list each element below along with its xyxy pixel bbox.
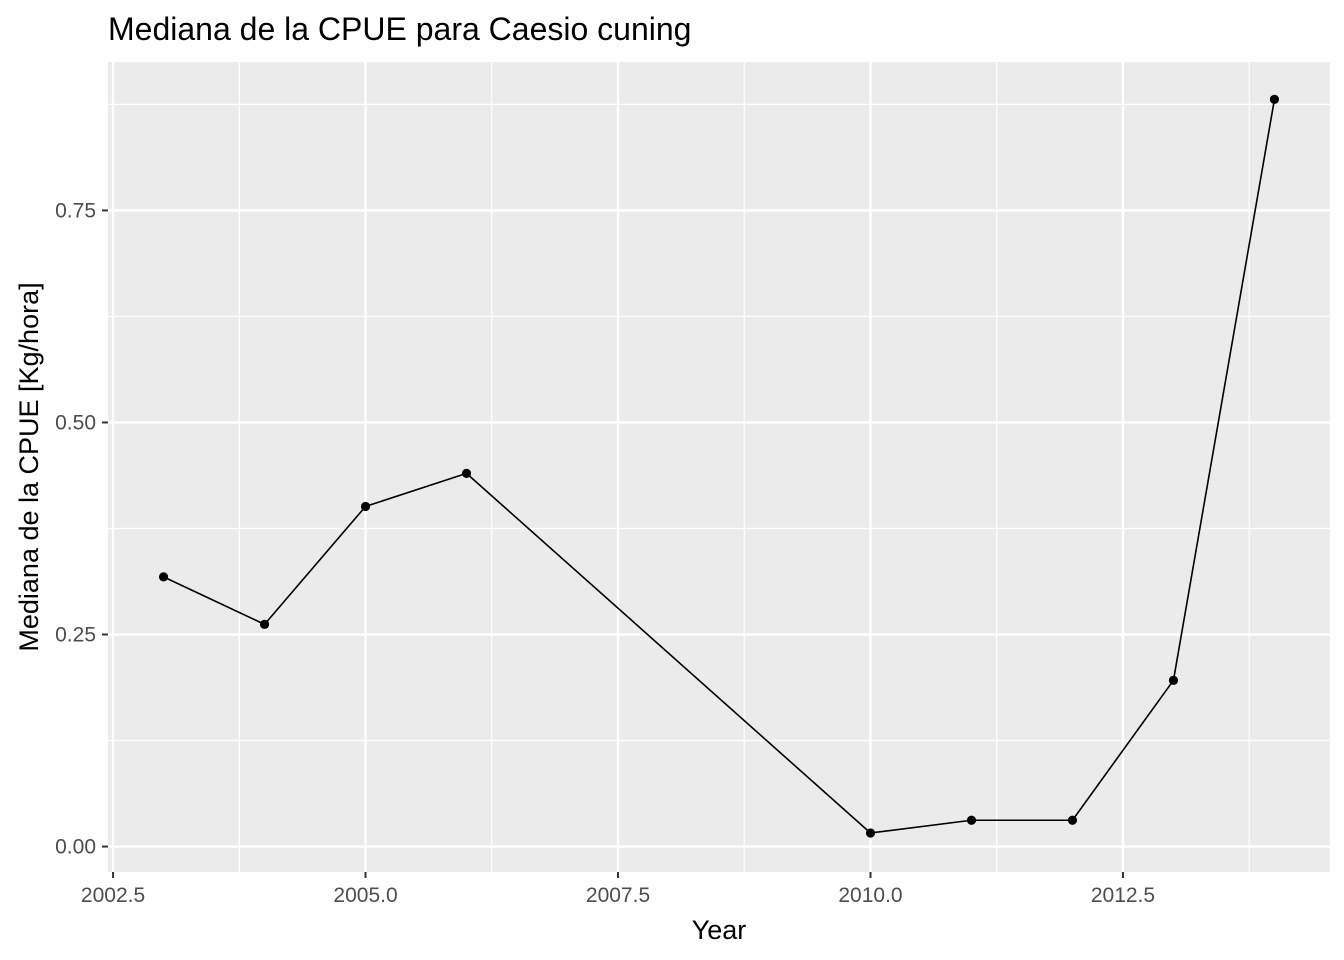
y-tick-label: 0.50 bbox=[55, 411, 96, 434]
minor-gridlines bbox=[108, 62, 1330, 872]
x-tick-label: 2007.5 bbox=[586, 884, 650, 907]
data-point bbox=[461, 468, 472, 478]
data-point bbox=[1168, 675, 1179, 685]
data-point bbox=[259, 619, 270, 629]
data-point bbox=[360, 501, 371, 512]
x-axis: 2002.5 2005.0 2007.5 2010.0 2012.5 bbox=[81, 872, 1155, 907]
x-axis-title: Year bbox=[692, 915, 747, 945]
y-tick-label: 0.75 bbox=[55, 199, 96, 222]
data-point bbox=[1067, 815, 1078, 825]
y-axis-title: Mediana de la CPUE [Kg/hora] bbox=[14, 282, 44, 651]
y-tick-label: 0.00 bbox=[55, 836, 96, 859]
plot-panel bbox=[108, 62, 1330, 872]
data-point bbox=[865, 828, 876, 838]
x-tick-label: 2012.5 bbox=[1091, 884, 1155, 907]
data-series bbox=[158, 94, 1280, 838]
data-point bbox=[1269, 94, 1280, 104]
data-point bbox=[966, 815, 977, 825]
chart-title: Mediana de la CPUE para Caesio cuning bbox=[108, 11, 691, 47]
x-tick-label: 2010.0 bbox=[838, 884, 902, 907]
y-axis: 0.00 0.25 0.50 0.75 bbox=[55, 199, 108, 859]
y-tick-label: 0.25 bbox=[55, 624, 96, 647]
x-tick-label: 2002.5 bbox=[81, 884, 145, 907]
major-gridlines bbox=[108, 62, 1330, 872]
data-point bbox=[158, 572, 169, 582]
x-tick-label: 2005.0 bbox=[333, 884, 397, 907]
